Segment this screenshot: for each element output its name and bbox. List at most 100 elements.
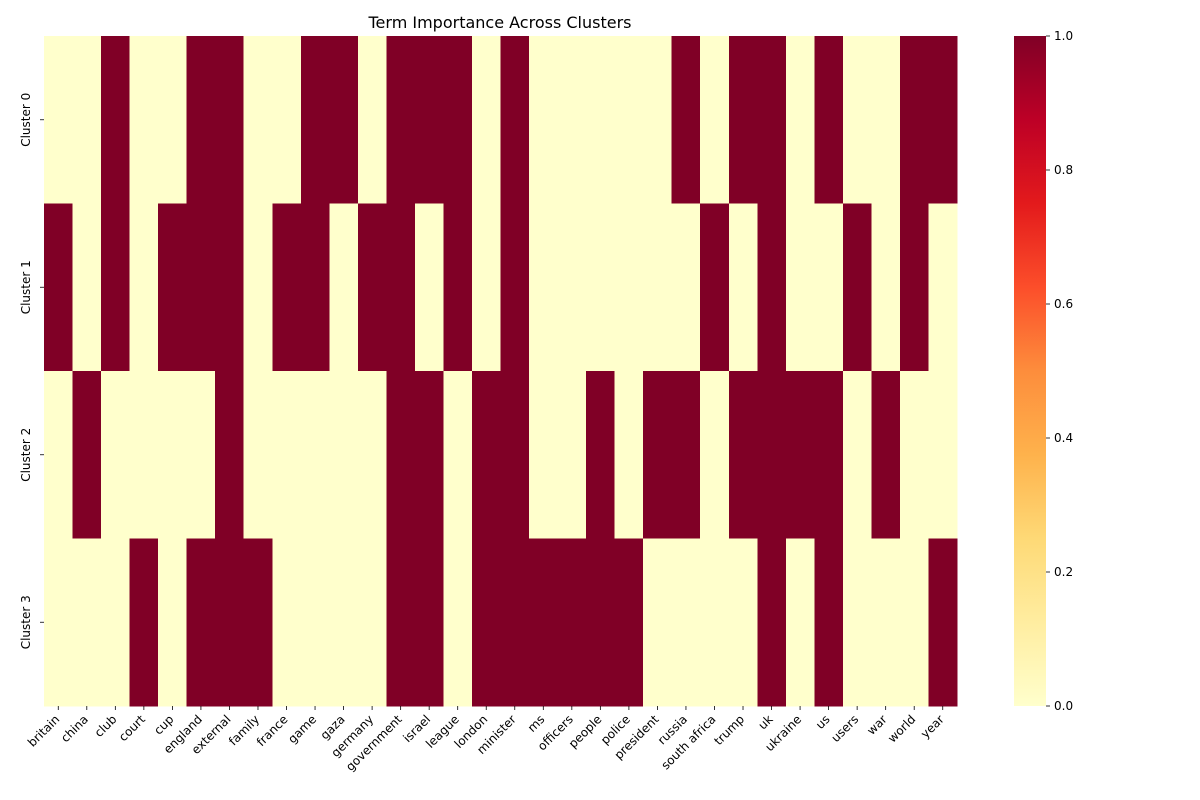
heatmap-cell <box>785 36 815 205</box>
x-tick-label: uk <box>755 712 775 732</box>
heatmap-cell <box>443 538 473 707</box>
heatmap-cell <box>500 371 530 540</box>
heatmap-cell <box>529 371 559 540</box>
heatmap-cell <box>757 203 787 372</box>
heatmap-cell <box>186 371 216 540</box>
x-tick-label: trump <box>711 712 747 748</box>
heatmap-cell <box>871 538 901 707</box>
heatmap-cell <box>414 203 445 372</box>
heatmap-cell <box>158 371 188 540</box>
heatmap-cell <box>443 36 473 205</box>
heatmap-cell <box>243 36 273 205</box>
y-axis: Cluster 0 Cluster 1 Cluster 2 Cluster 3 <box>19 93 44 649</box>
heatmap-cell <box>186 36 216 205</box>
heatmap-cell <box>386 371 416 540</box>
heatmap-cell <box>643 538 673 707</box>
heatmap-cell <box>272 371 302 540</box>
heatmap-cell <box>72 203 102 372</box>
heatmap-cell <box>700 371 730 540</box>
heatmap-cell <box>614 371 644 540</box>
heatmap-cell <box>842 538 873 707</box>
heatmap-cell <box>928 371 958 540</box>
x-tick-label: china <box>58 712 91 745</box>
heatmap-cell <box>329 538 359 707</box>
heatmap-cell <box>101 203 131 372</box>
heatmap-cell <box>243 371 273 540</box>
heatmap-cell <box>300 371 330 540</box>
heatmap-cell <box>129 203 159 372</box>
heatmap-cell <box>757 538 787 707</box>
colorbar-gradient <box>1014 36 1046 706</box>
heatmap-cell <box>101 538 131 707</box>
colorbar-tick-label: 1.0 <box>1054 29 1073 43</box>
heatmap-cell <box>414 538 445 707</box>
heatmap-cell <box>243 538 273 707</box>
heatmap-cell <box>557 36 587 205</box>
heatmap-cell <box>671 371 701 540</box>
chart-title: Term Importance Across Clusters <box>368 13 632 32</box>
heatmap-cell <box>215 538 245 707</box>
heatmap-cell <box>700 203 730 372</box>
x-tick-label: world <box>885 712 918 745</box>
heatmap-cell <box>814 371 844 540</box>
heatmap-cell <box>158 538 188 707</box>
heatmap-cell <box>101 36 131 205</box>
heatmap-cell <box>414 36 445 205</box>
heatmap-cell <box>785 538 815 707</box>
colorbar-tick-label: 0.6 <box>1054 297 1073 311</box>
heatmap-cell <box>899 538 930 707</box>
heatmap-cell <box>215 203 245 372</box>
heatmap-cell <box>329 371 359 540</box>
heatmap-cell <box>443 203 473 372</box>
heatmap-cell <box>272 203 302 372</box>
heatmap-cell <box>899 371 930 540</box>
y-tick-label: Cluster 1 <box>19 260 33 314</box>
heatmap-cell <box>300 203 330 372</box>
heatmap-cell <box>243 203 273 372</box>
heatmap-cell <box>871 203 901 372</box>
heatmap-cell <box>728 538 758 707</box>
heatmap-cell <box>72 371 102 540</box>
heatmap-cell <box>471 203 502 372</box>
heatmap-cell <box>814 203 844 372</box>
heatmap-cell <box>500 538 530 707</box>
heatmap-cell <box>842 203 873 372</box>
heatmap-cell <box>186 203 216 372</box>
heatmap-cell <box>700 36 730 205</box>
heatmap-cell <box>386 538 416 707</box>
heatmap-cell <box>443 371 473 540</box>
heatmap-cell <box>814 538 844 707</box>
heatmap-cell <box>614 203 644 372</box>
heatmap-cell <box>500 203 530 372</box>
heatmap-cell <box>842 371 873 540</box>
heatmap-cell <box>757 36 787 205</box>
heatmap-cell <box>158 36 188 205</box>
heatmap-cell <box>928 203 958 372</box>
x-tick-label: ms <box>525 712 548 735</box>
heatmap-cell <box>329 203 359 372</box>
heatmap-cell <box>757 371 787 540</box>
colorbar-tick-label: 0.4 <box>1054 431 1073 445</box>
y-tick-label: Cluster 0 <box>19 93 33 147</box>
heatmap-cell <box>557 203 587 372</box>
heatmap-cell <box>186 538 216 707</box>
heatmap-cell <box>357 371 387 540</box>
heatmap-cell <box>671 538 701 707</box>
x-tick-label: year <box>918 712 947 741</box>
heatmap-cell <box>614 36 644 205</box>
heatmap-cells <box>44 36 958 707</box>
colorbar-tick-label: 0.0 <box>1054 699 1073 713</box>
heatmap-cell <box>44 371 74 540</box>
heatmap-cell <box>728 36 758 205</box>
heatmap-cell <box>643 203 673 372</box>
heatmap-cell <box>471 371 502 540</box>
colorbar-tick-label: 0.8 <box>1054 163 1073 177</box>
heatmap-cell <box>586 371 616 540</box>
heatmap-cell <box>814 36 844 205</box>
heatmap-cell <box>871 371 901 540</box>
heatmap-cell <box>785 371 815 540</box>
heatmap-cell <box>728 371 758 540</box>
heatmap-cell <box>357 538 387 707</box>
y-tick-label: Cluster 2 <box>19 428 33 482</box>
